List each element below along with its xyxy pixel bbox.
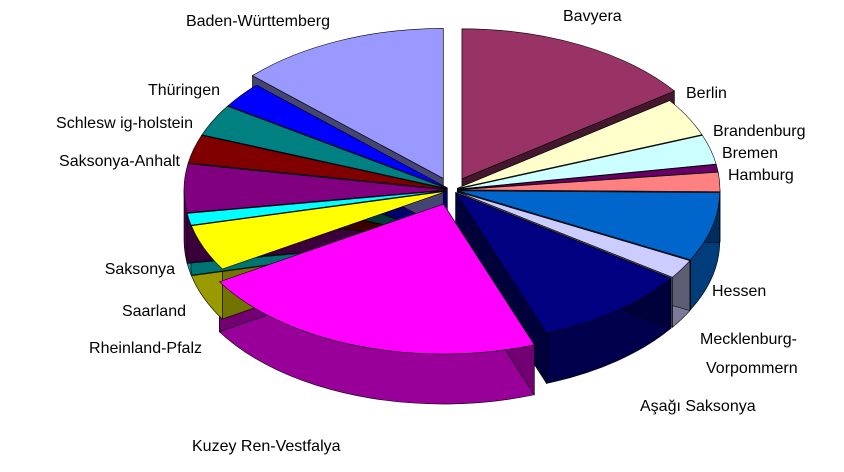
slice-label: Saarland (122, 303, 186, 320)
slice-label: Kuzey Ren-Vestfalya (192, 438, 341, 455)
slice-label: Schlesw ig-holstein (56, 115, 193, 132)
label-line: Vorpommern (706, 360, 798, 377)
slice-label: Hamburg (728, 167, 794, 184)
slice-label: Hessen (712, 283, 766, 300)
slice-label: Bavyera (563, 8, 622, 25)
slice-label: Thüringen (148, 82, 220, 99)
slice-label: Berlin (686, 85, 727, 102)
label-line: Mecklenburg- (700, 331, 797, 348)
slice-label: Mecklenburg- Vorpommern (700, 331, 798, 377)
slice-label: Rheinland-Pfalz (89, 340, 202, 357)
slice-label: Baden-Württemberg (186, 13, 330, 30)
slice-label: Saksonya-Anhalt (59, 153, 181, 170)
slice-label: Saksonya (105, 261, 175, 278)
slice-label: Bremen (722, 145, 778, 162)
slice-label: Brandenburg (713, 123, 806, 140)
slice-label: Aşağı Saksonya (640, 398, 756, 415)
